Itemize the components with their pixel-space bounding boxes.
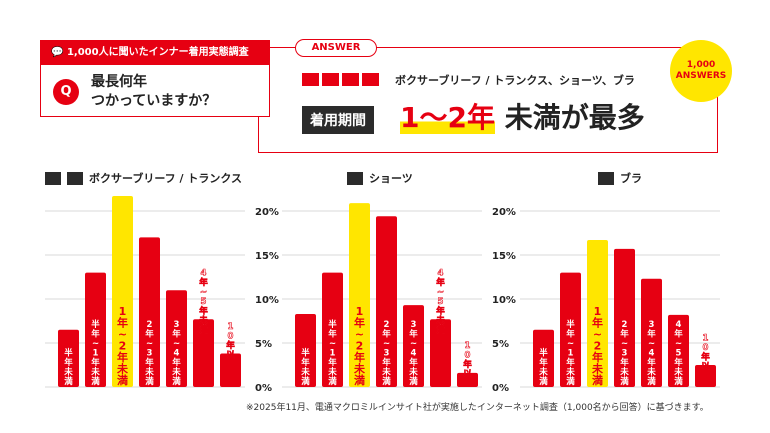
boxer-icon [45, 171, 61, 185]
headline-highlight: 1〜2年 [400, 101, 495, 134]
chart-title-text: ブラ [620, 172, 642, 185]
bar-label: 4 年~ 5 年未満 [673, 320, 683, 387]
bar [587, 240, 608, 387]
answer-subtitle: ボクサーブリーフ / トランクス、ショーツ、ブラ [395, 74, 635, 87]
survey-header-text: 1,000人に聞いたインナー着用実態調査 [66, 47, 249, 58]
y-tick-label: 0% [492, 383, 509, 394]
bar [58, 329, 79, 387]
bar-label: 1 0 年以上 [226, 322, 235, 370]
answer-headline: 1〜2年 未満が最多 [400, 96, 645, 136]
shorts-icon [347, 171, 363, 185]
badge-line1: 1,000 [686, 60, 716, 70]
bar-label: 3 年~ 4 年未満 [408, 320, 418, 387]
bar [668, 314, 689, 387]
period-label: 着用期間 [302, 106, 374, 134]
y-tick-label: 20% [492, 207, 516, 218]
bar-label: 半年未満 [63, 348, 73, 388]
bar [695, 365, 716, 387]
bar [533, 329, 554, 387]
chart-title-bra: ブラ [598, 170, 642, 186]
bar-label: 2 年~ 3 年未満 [619, 320, 629, 387]
y-tick-label: 10% [255, 295, 279, 306]
y-tick-label: 20% [255, 207, 279, 218]
y-tick-label: 5% [492, 339, 509, 350]
y-tick-label: 15% [492, 251, 516, 262]
shorts-icon [342, 73, 359, 86]
y-tick-label: 5% [255, 339, 272, 350]
question-line1: 最長何年 [91, 74, 147, 90]
y-tick-label: 0% [255, 383, 272, 394]
footnote: ※2025年11月、電通マクロミルインサイト社が実施したインターネット調査（1,… [246, 403, 709, 413]
bar-label: 1 0 年以上 [701, 333, 710, 381]
bar-label: 半年未満 [538, 348, 548, 388]
bar [457, 372, 478, 387]
bar-label: 1 年~ 2 年未満 [591, 305, 604, 387]
y-tick-label: 10% [492, 295, 516, 306]
trunks-icon [67, 171, 83, 185]
bar-label: 1 年~ 2 年未満 [116, 305, 129, 387]
bar [193, 319, 214, 387]
q-mark: Q [53, 79, 79, 105]
bar-label: 1 0 年以上 [463, 341, 472, 389]
bar [403, 305, 424, 387]
bar [614, 248, 635, 387]
chart-title-boxer: ボクサーブリーフ / トランクス [45, 170, 242, 186]
bar [349, 203, 370, 387]
bar [85, 272, 106, 387]
bar [430, 319, 451, 387]
bar [295, 313, 316, 387]
bar [322, 272, 343, 387]
answer-frame [258, 47, 718, 153]
bar-label: 半年未満 [300, 348, 310, 388]
bar-label: 1 年~ 2 年未満 [353, 305, 366, 387]
bar-label: 半年~ 1 年未満 [327, 319, 337, 387]
bar-label: 2 年~ 3 年未満 [144, 320, 154, 387]
bar-label: 半年~ 1 年未満 [90, 319, 100, 387]
bar [560, 272, 581, 387]
bar [112, 196, 133, 387]
chart-title-text: ボクサーブリーフ / トランクス [89, 172, 243, 185]
answer-pill: ANSWER [295, 39, 377, 57]
bar-label: 4 年~ 5 年未満 [198, 268, 208, 335]
answer-frame-left [258, 117, 259, 153]
headline-rest: 未満が最多 [504, 101, 645, 134]
underwear-icons [302, 73, 379, 86]
bar [139, 237, 160, 387]
bra-icon [598, 171, 614, 185]
bar-label: 半年~ 1 年未満 [565, 319, 575, 387]
bar-label: 4 年~ 5 年未満 [435, 268, 445, 335]
bar [376, 216, 397, 387]
bra-icon [362, 73, 379, 86]
bar-label: 2 年~ 3 年未満 [381, 320, 391, 387]
answers-badge: 1,000 ANSWERS [670, 40, 732, 102]
bar [641, 278, 662, 387]
question-line2: つかっていますか？ [91, 93, 217, 109]
survey-header: 💬 1,000人に聞いたインナー着用実態調査 [41, 41, 269, 65]
chart-title-shorts: ショーツ [347, 170, 413, 186]
bar [166, 290, 187, 387]
question-text: 最長何年つかっていますか？ [91, 73, 216, 111]
bar-label: 3 年~ 4 年未満 [646, 320, 656, 387]
badge-line2: ANSWERS [675, 71, 727, 81]
bar-label: 3 年~ 4 年未満 [171, 320, 181, 387]
chart-title-text: ショーツ [369, 172, 413, 185]
trunks-icon [322, 73, 339, 86]
speech-bubble-icon: 💬 [51, 47, 67, 58]
boxer-icon [302, 73, 319, 86]
question-box: 💬 1,000人に聞いたインナー着用実態調査 Q 最長何年つかっていますか？ [40, 40, 270, 117]
bar [220, 353, 241, 387]
y-tick-label: 15% [255, 251, 279, 262]
